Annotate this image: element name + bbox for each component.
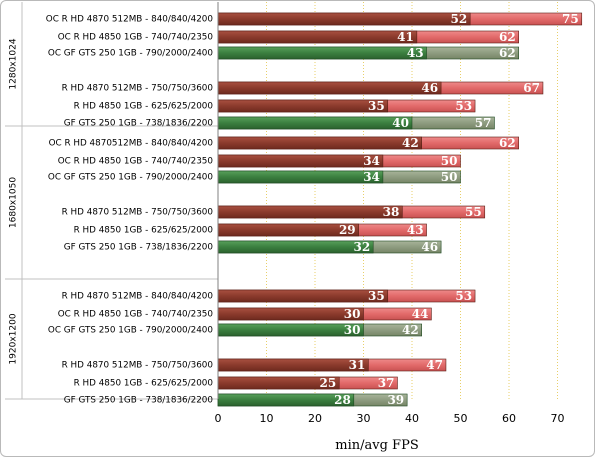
data-label-min: 40 [392, 116, 409, 130]
category-label: OC R HD 4850 1GB - 740/740/2350 [58, 157, 214, 167]
data-label-avg: 75 [562, 12, 579, 26]
category-label: OC GF GTS 250 1GB - 790/2000/2400 [48, 326, 213, 336]
data-label-avg: 53 [455, 289, 472, 303]
category-label: GF GTS 250 1GB - 738/1836/2200 [64, 243, 214, 253]
data-label-avg: 50 [441, 154, 458, 168]
data-label-avg: 37 [378, 376, 395, 390]
bar-min [217, 289, 389, 303]
data-label-avg: 50 [441, 170, 458, 184]
bar-min [217, 136, 422, 150]
bar-min [217, 307, 364, 321]
bar-min [217, 393, 355, 407]
bar-min [217, 30, 418, 44]
data-label-avg: 67 [523, 81, 540, 95]
data-label-min: 29 [339, 223, 356, 237]
bar-min [217, 12, 471, 26]
category-label: R HD 4850 1GB - 625/625/2000 [74, 102, 214, 112]
group-label: 1680x1050 [9, 177, 19, 228]
category-label: OC R HD 4850 1GB - 740/740/2350 [58, 310, 214, 320]
category-label: GF GTS 250 1GB - 738/1836/2200 [64, 119, 214, 129]
x-tick-label: 60 [502, 412, 516, 425]
data-label-avg: 46 [421, 240, 438, 254]
x-tick-label: 10 [260, 412, 274, 425]
bar-min [217, 170, 384, 184]
data-label-min: 30 [344, 323, 361, 337]
category-label: OC R HD 4850 1GB - 740/740/2350 [58, 33, 214, 43]
category-label: R HD 4870 512MB - 840/840/4200 [62, 292, 214, 302]
bar-min [217, 46, 427, 60]
data-label-avg: 42 [402, 323, 419, 337]
data-label-min: 38 [383, 205, 400, 219]
data-label-avg: 47 [426, 358, 443, 372]
bar-min [217, 205, 403, 219]
data-label-avg: 57 [475, 116, 492, 130]
x-tick-label: 20 [308, 412, 322, 425]
data-label-avg: 53 [455, 99, 472, 113]
bar-min [217, 323, 364, 337]
data-label-min: 46 [421, 81, 438, 95]
data-label-avg: 62 [499, 46, 516, 60]
data-label-min: 34 [363, 154, 380, 168]
x-tick-label: 50 [454, 412, 468, 425]
data-label-avg: 43 [407, 223, 424, 237]
data-label-min: 32 [353, 240, 370, 254]
data-label-avg: 44 [412, 307, 429, 321]
data-label-min: 35 [368, 289, 385, 303]
data-label-min: 30 [344, 307, 361, 321]
category-label: R HD 4850 1GB - 625/625/2000 [74, 379, 214, 389]
category-label: OC R HD 4870 512MB - 840/840/4200 [46, 15, 214, 25]
data-label-avg: 55 [465, 205, 482, 219]
bar-min [217, 116, 413, 130]
x-tick-label: 70 [551, 412, 565, 425]
category-label: R HD 4850 1GB - 625/625/2000 [74, 226, 214, 236]
data-label-min: 42 [402, 136, 419, 150]
data-label-min: 25 [320, 376, 337, 390]
data-label-min: 43 [407, 46, 424, 60]
category-label: R HD 4870 512MB - 750/750/3600 [62, 84, 214, 94]
category-label: GF GTS 250 1GB - 738/1836/2200 [64, 396, 214, 406]
data-label-min: 34 [363, 170, 380, 184]
bar-min [217, 99, 389, 113]
category-label: R HD 4870 512MB - 750/750/3600 [62, 361, 214, 371]
bar-min [217, 81, 442, 95]
bar-min [217, 240, 374, 254]
group-label: 1920x1200 [9, 313, 19, 364]
bar-min [217, 358, 369, 372]
data-label-min: 52 [450, 12, 467, 26]
x-axis-title: min/avg FPS [335, 438, 418, 453]
data-label-min: 41 [397, 30, 414, 44]
data-label-min: 31 [349, 358, 366, 372]
data-label-min: 35 [368, 99, 385, 113]
data-label-avg: 39 [387, 393, 404, 407]
category-label: OC R HD 4870512MB - 840/840/4200 [49, 139, 214, 149]
data-label-avg: 62 [499, 30, 516, 44]
x-tick-label: 0 [215, 412, 222, 425]
x-tick-label: 40 [405, 412, 419, 425]
data-label-min: 28 [334, 393, 351, 407]
bar-min [217, 154, 384, 168]
group-label: 1280x1024 [9, 38, 19, 89]
category-label: R HD 4870 512MB - 750/750/3600 [62, 208, 214, 218]
category-label: OC GF GTS 250 1GB - 790/2000/2400 [48, 173, 213, 183]
data-label-avg: 62 [499, 136, 516, 150]
bar-min [217, 223, 359, 237]
category-label: OC GF GTS 250 1GB - 790/2000/2400 [48, 49, 213, 59]
x-tick-label: 30 [357, 412, 371, 425]
